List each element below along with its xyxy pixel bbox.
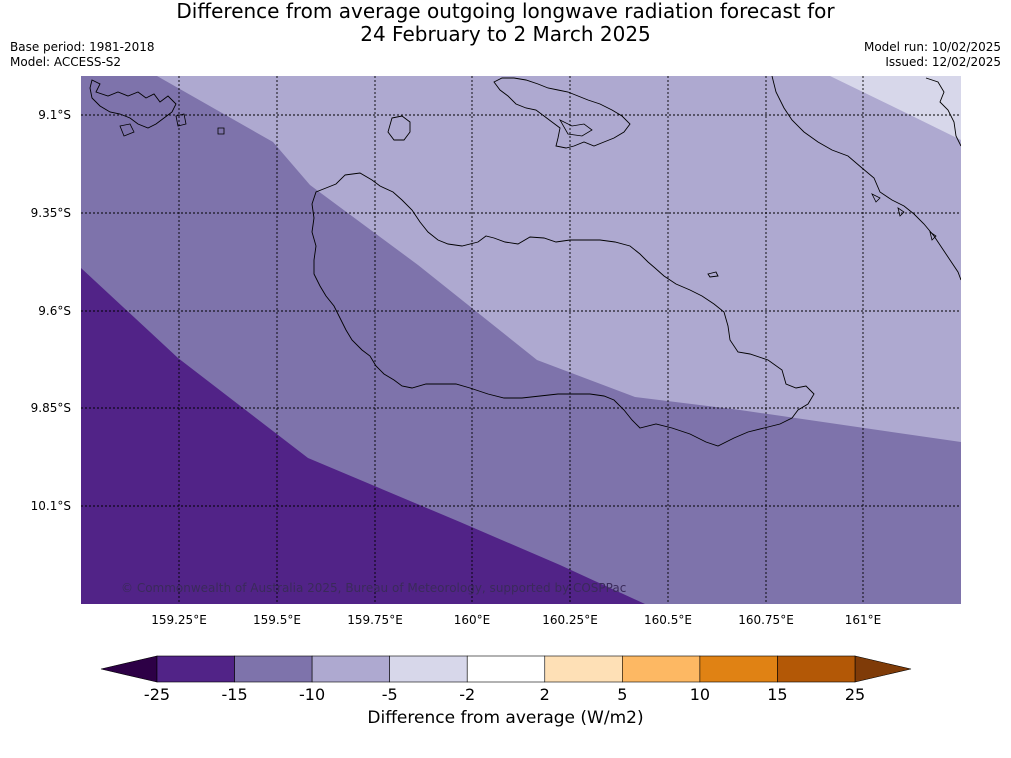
meta-right: Model run: 10/02/2025 Issued: 12/02/2025 — [864, 40, 1001, 70]
lon-label: 159.25°E — [151, 613, 207, 627]
colorbar-extend-low — [100, 655, 158, 683]
lon-label: 159.5°E — [253, 613, 301, 627]
map-title: Difference from average outgoing longwav… — [0, 0, 1011, 46]
nggela-coastline — [493, 77, 631, 149]
meta-left: Base period: 1981-2018 Model: ACCESS-S2 — [10, 40, 155, 70]
colorbar-tick-label: 15 — [767, 685, 787, 704]
title-line-2: 24 February to 2 March 2025 — [360, 22, 651, 46]
nggela-inner-coastline — [558, 119, 593, 137]
colorbar-extend-high — [854, 655, 912, 683]
band-below-minus15 — [81, 268, 645, 604]
issued-text: Issued: 12/02/2025 — [885, 55, 1001, 69]
colorbar-tick-label: -2 — [459, 685, 475, 704]
lat-label: 9.6°S — [38, 304, 71, 318]
lon-label: 161°E — [845, 613, 882, 627]
island-coastline — [311, 172, 815, 447]
malaita-islets — [871, 193, 937, 241]
lat-label: 9.85°S — [31, 401, 71, 415]
colorbar-segment — [234, 655, 313, 683]
colorbar-tick-label: -10 — [299, 685, 325, 704]
islet-small-coastline — [707, 271, 719, 278]
colorbar-segments — [156, 655, 856, 683]
colorbar-tick-label: 10 — [690, 685, 710, 704]
lon-label: 160.75°E — [738, 613, 794, 627]
colorbar: -25 -15 -10 -5 -2 2 5 10 15 25 — [100, 655, 912, 704]
islet-coastline — [387, 115, 411, 141]
lon-label: 160.25°E — [542, 613, 598, 627]
colorbar-segment — [156, 655, 235, 683]
colorbar-tick-label: -15 — [221, 685, 247, 704]
model-text: Model: ACCESS-S2 — [10, 55, 122, 69]
title-line-1: Difference from average outgoing longwav… — [176, 0, 835, 23]
malaita-coastline — [771, 76, 961, 281]
latitude-labels: 9.1°S 9.35°S 9.6°S 9.85°S 10.1°S — [31, 108, 71, 513]
colorbar-tick-label: -25 — [144, 685, 170, 704]
russell-islands-coastline — [89, 79, 177, 129]
colorbar-tick-label: 2 — [540, 685, 550, 704]
colorbar-segment — [622, 655, 701, 683]
colorbar-segment — [544, 655, 623, 683]
lat-label: 10.1°S — [31, 499, 71, 513]
longitude-labels: 159.25°E 159.5°E 159.75°E 160°E 160.25°E… — [151, 613, 881, 627]
colorbar-segment — [389, 655, 468, 683]
lat-label: 9.1°S — [38, 108, 71, 122]
malaita-inner-coastline — [925, 77, 961, 147]
lon-label: 160.5°E — [644, 613, 692, 627]
colorbar-title: Difference from average (W/m2) — [367, 708, 644, 728]
colorbar-segment — [699, 655, 778, 683]
colorbar-segment — [777, 655, 856, 683]
model-run-text: Model run: 10/02/2025 — [863, 40, 1001, 54]
colorbar-tick-label: 25 — [845, 685, 865, 704]
anomaly-field — [81, 76, 961, 604]
copyright-text: © Commonwealth of Australia 2025, Bureau… — [121, 581, 626, 595]
graticule — [81, 76, 961, 604]
colorbar-tick-label: 5 — [617, 685, 627, 704]
base-period-text: Base period: 1981-2018 — [10, 40, 155, 54]
colorbar-segment — [311, 655, 390, 683]
lat-label: 9.35°S — [31, 206, 71, 220]
lon-label: 159.75°E — [347, 613, 403, 627]
colorbar-tick-label: -5 — [382, 685, 398, 704]
band-minus5-minus2 — [830, 76, 961, 140]
colorbar-segment — [466, 655, 546, 683]
lon-label: 160°E — [454, 613, 491, 627]
colorbar-tick-labels: -25 -15 -10 -5 -2 2 5 10 15 25 — [144, 685, 865, 704]
